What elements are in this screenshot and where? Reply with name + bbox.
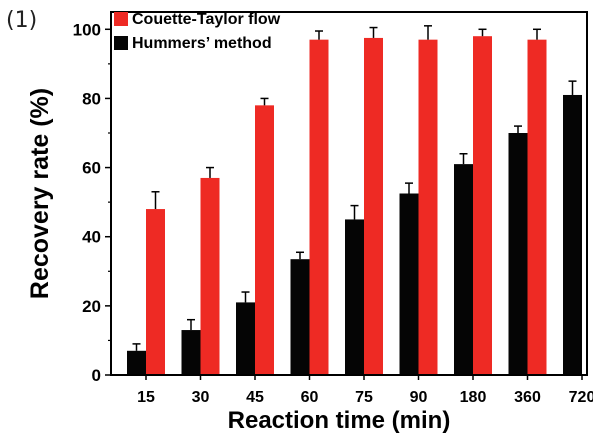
bar-couette-360 — [527, 39, 547, 376]
legend: Couette-Taylor flow Hummers’ method — [114, 11, 281, 52]
y-tick-label-80: 80 — [82, 89, 101, 108]
bar-hummers-90 — [399, 193, 419, 375]
x-tick-label-45: 45 — [246, 389, 264, 406]
x-axis: 1530456075901803607201440 — [137, 375, 593, 406]
bar-hummers-15 — [127, 350, 146, 375]
y-tick-label-0: 0 — [92, 366, 101, 385]
bar-couette-75 — [364, 37, 383, 376]
plot-frame — [110, 11, 588, 376]
y-tick-label-100: 100 — [73, 20, 101, 39]
y-axis: 0 20 40 60 80 100 — [73, 20, 111, 385]
bar-hummers-75 — [345, 219, 364, 375]
legend-label-hummers: Hummers’ method — [132, 35, 272, 52]
x-tick-label-180: 180 — [460, 389, 487, 406]
bars-layer — [127, 36, 582, 376]
y-tick-label-40: 40 — [82, 228, 101, 247]
x-tick-label-15: 15 — [137, 389, 155, 406]
x-tick-label-30: 30 — [192, 389, 210, 406]
bar-couette-180 — [473, 36, 492, 375]
bar-couette-30 — [200, 177, 220, 375]
y-tick-label-60: 60 — [82, 159, 101, 178]
bar-couette-15 — [146, 209, 165, 375]
bar-couette-90 — [418, 39, 438, 376]
x-tick-label-360: 360 — [514, 389, 541, 406]
legend-label-couette: Couette-Taylor flow — [132, 11, 281, 28]
x-tick-label-75: 75 — [355, 389, 373, 406]
bar-hummers-360 — [508, 133, 528, 375]
legend-swatch-hummers — [114, 36, 128, 50]
bar-hummers-45 — [236, 302, 255, 375]
bar-couette-60 — [309, 39, 329, 376]
panel-label: (1) — [6, 8, 38, 33]
legend-swatch-couette — [114, 12, 128, 26]
bar-couette-45 — [255, 105, 274, 375]
x-axis-label: Reaction time (min) — [228, 407, 451, 434]
x-tick-label-720: 720 — [569, 389, 593, 406]
y-axis-label: Recovery rate (%) — [26, 88, 54, 299]
y-tick-label-20: 20 — [82, 297, 101, 316]
error-bars-layer — [132, 25, 577, 351]
bar-hummers-180 — [454, 164, 473, 375]
bar-hummers-720 — [563, 94, 582, 375]
bar-hummers-60 — [290, 259, 310, 375]
x-tick-label-60: 60 — [301, 389, 319, 406]
x-tick-label-90: 90 — [410, 389, 428, 406]
bar-hummers-30 — [181, 330, 201, 375]
